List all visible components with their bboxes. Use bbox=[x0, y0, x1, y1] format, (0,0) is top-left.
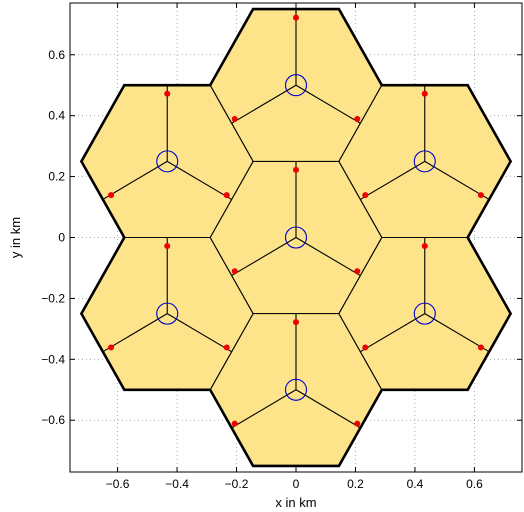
y-tick-label: −0.2 bbox=[41, 291, 65, 305]
x-tick-label: 0.2 bbox=[347, 477, 364, 491]
x-tick-label: 0.6 bbox=[466, 477, 483, 491]
user-point bbox=[362, 344, 369, 351]
user-point bbox=[164, 90, 171, 97]
user-point bbox=[231, 116, 238, 123]
x-axis-label: x in km bbox=[275, 495, 316, 510]
y-axis-label: y in km bbox=[8, 217, 23, 258]
y-tick-label: −0.6 bbox=[41, 413, 65, 427]
user-point bbox=[421, 90, 428, 97]
sector-line bbox=[231, 84, 297, 124]
x-tick-label: −0.2 bbox=[225, 477, 249, 491]
sector-line bbox=[360, 313, 426, 353]
sector-line bbox=[166, 160, 232, 200]
base-station-marker bbox=[284, 74, 308, 97]
x-tick-label: −0.4 bbox=[165, 477, 189, 491]
y-tick-label: 0.6 bbox=[48, 48, 65, 62]
base-station-marker bbox=[156, 150, 179, 173]
base-station-marker bbox=[413, 150, 436, 173]
y-tick-label: 0 bbox=[58, 231, 65, 245]
sector-line bbox=[102, 160, 168, 200]
user-point bbox=[223, 192, 230, 199]
y-tick-label: 0.2 bbox=[48, 170, 65, 184]
user-point bbox=[108, 344, 115, 351]
user-point bbox=[354, 420, 361, 427]
base-station-marker bbox=[413, 302, 436, 325]
base-station-marker bbox=[284, 226, 308, 249]
base-station-marker bbox=[284, 378, 308, 401]
user-point bbox=[421, 243, 428, 250]
user-point bbox=[164, 243, 171, 250]
user-point bbox=[354, 116, 361, 123]
user-point bbox=[477, 344, 484, 351]
user-point bbox=[354, 268, 361, 275]
axis-ticks: −0.6 −0.4 −0.2 0 0.2 0.4 0.6 −0.6 −0.4 −0.2 0 0.2 0.… bbox=[41, 3, 522, 491]
user-point bbox=[231, 268, 238, 275]
sector-line bbox=[424, 313, 490, 353]
cluster-boundary bbox=[79, 7, 513, 468]
x-tick-label: 0.4 bbox=[407, 477, 424, 491]
sector-line bbox=[231, 389, 297, 429]
user-point bbox=[362, 192, 369, 199]
sector-boundaries bbox=[102, 9, 490, 429]
sector-line bbox=[424, 160, 490, 200]
sector-line bbox=[295, 389, 361, 429]
sector-line bbox=[295, 84, 361, 124]
user-point bbox=[223, 344, 230, 351]
sector-line bbox=[360, 160, 426, 200]
base-station-marker bbox=[156, 302, 179, 325]
y-tick-label: −0.4 bbox=[41, 352, 65, 366]
user-point bbox=[477, 192, 484, 199]
sector-line bbox=[166, 313, 232, 353]
user-point bbox=[293, 14, 299, 21]
x-tick-label: 0 bbox=[293, 477, 300, 491]
sector-line bbox=[295, 237, 361, 277]
user-points bbox=[108, 14, 484, 427]
user-point bbox=[231, 420, 238, 427]
user-point bbox=[293, 319, 299, 326]
x-tick-label: −0.6 bbox=[106, 477, 130, 491]
sector-line bbox=[231, 237, 297, 277]
y-tick-label: 0.4 bbox=[48, 109, 65, 123]
user-point bbox=[108, 192, 115, 199]
user-point bbox=[293, 166, 299, 173]
sector-line bbox=[102, 313, 168, 353]
base-station-markers bbox=[156, 74, 436, 401]
cluster-outline bbox=[79, 7, 513, 468]
